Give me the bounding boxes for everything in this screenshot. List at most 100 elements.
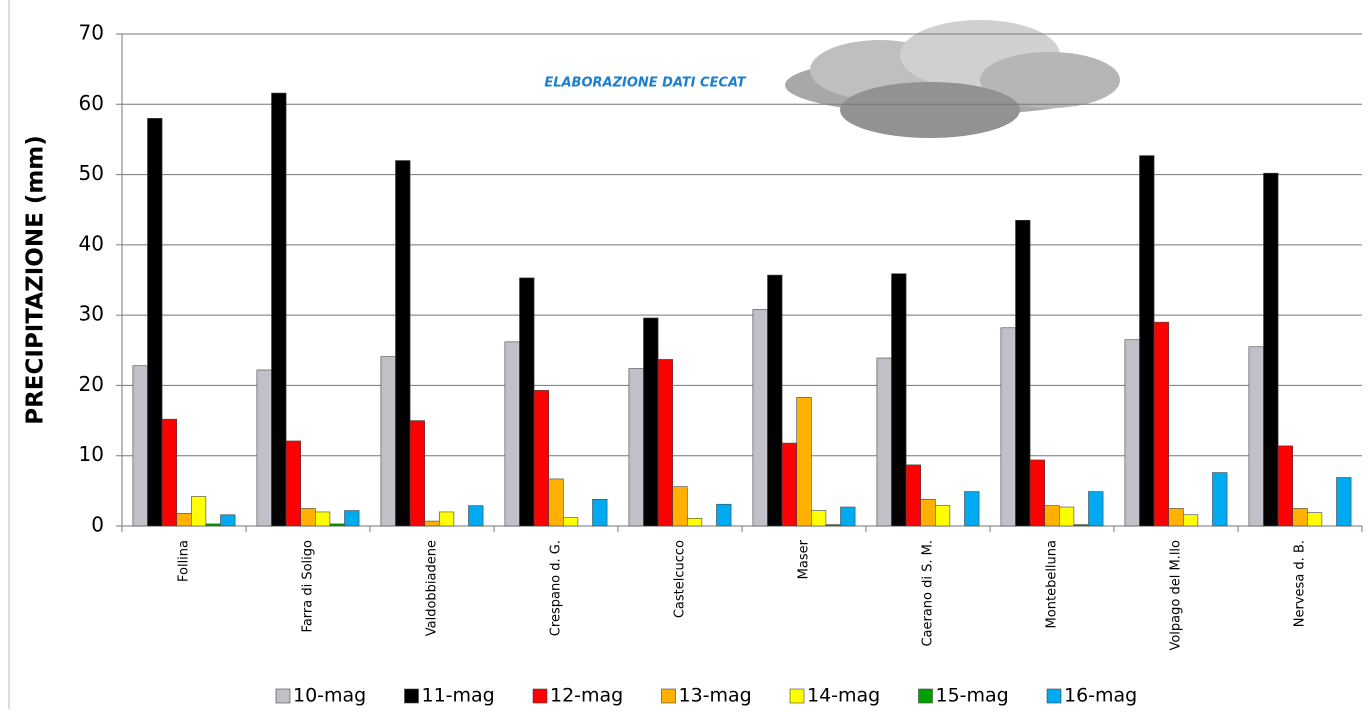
legend-label: 15-mag bbox=[936, 685, 1009, 707]
x-tick-label: Maser bbox=[797, 539, 812, 579]
bar bbox=[468, 505, 484, 527]
x-tick-label: Nervesa d. B. bbox=[1293, 540, 1308, 627]
bar bbox=[147, 118, 163, 527]
bar bbox=[344, 510, 360, 527]
bar bbox=[1263, 172, 1279, 527]
x-tick-label: Volpago del M.llo bbox=[1169, 540, 1184, 651]
bar bbox=[1307, 512, 1323, 527]
x-tick-label: Farra di Soligo bbox=[301, 540, 316, 632]
bar bbox=[1212, 472, 1228, 527]
y-tick-label: 70 bbox=[79, 21, 104, 45]
x-tick-label: Valdobbiadene bbox=[425, 540, 440, 636]
y-tick-label: 20 bbox=[79, 372, 104, 396]
legend-swatch bbox=[532, 688, 548, 704]
bar bbox=[329, 523, 345, 527]
x-tick-label: Follina bbox=[177, 540, 192, 582]
bar bbox=[220, 514, 236, 527]
y-tick-label: 30 bbox=[79, 302, 104, 326]
x-tick-label: Castelcucco bbox=[673, 540, 688, 618]
bar bbox=[438, 511, 455, 527]
bar bbox=[643, 317, 659, 527]
y-tick-label: 10 bbox=[79, 442, 104, 466]
bar bbox=[409, 420, 426, 527]
bar bbox=[920, 498, 936, 527]
bar bbox=[840, 506, 856, 527]
bar bbox=[1153, 321, 1169, 527]
bar bbox=[767, 274, 783, 527]
bar bbox=[395, 160, 411, 527]
bar bbox=[891, 273, 907, 527]
bar bbox=[1015, 219, 1031, 527]
legend-label: 10-mag bbox=[293, 685, 366, 707]
bar bbox=[716, 503, 732, 527]
bar bbox=[672, 486, 688, 527]
bar bbox=[424, 520, 440, 527]
legend-label: 11-mag bbox=[422, 685, 495, 707]
bar bbox=[380, 356, 396, 527]
legend-swatch bbox=[918, 688, 933, 704]
cloud bbox=[785, 20, 1120, 138]
legend-swatch bbox=[1046, 688, 1062, 704]
annotation: ELABORAZIONE DATI CECAT bbox=[544, 76, 746, 91]
legend-swatch bbox=[404, 688, 419, 704]
bar bbox=[796, 397, 812, 527]
bar bbox=[256, 369, 272, 527]
bar bbox=[1168, 508, 1184, 527]
bar bbox=[176, 513, 192, 527]
bar bbox=[1088, 491, 1104, 527]
bar bbox=[592, 498, 608, 527]
bar bbox=[562, 517, 579, 527]
bar bbox=[1183, 514, 1199, 527]
bar bbox=[300, 508, 316, 527]
bar bbox=[825, 524, 841, 527]
y-tick-label: 40 bbox=[79, 231, 104, 255]
bar bbox=[810, 510, 827, 527]
bar bbox=[1248, 346, 1264, 527]
legend-label: 13-mag bbox=[679, 685, 752, 707]
x-tick-label: Caerano di S. M. bbox=[921, 540, 936, 647]
bar bbox=[132, 365, 148, 527]
bar bbox=[657, 359, 673, 527]
bar bbox=[876, 357, 892, 527]
bar bbox=[686, 517, 703, 527]
bar bbox=[1029, 459, 1045, 527]
bar bbox=[1139, 155, 1155, 527]
bar bbox=[271, 92, 287, 527]
bar bbox=[1073, 524, 1089, 527]
legend-label: 12-mag bbox=[550, 685, 623, 707]
y-tick-label: 50 bbox=[79, 161, 104, 185]
bar bbox=[1059, 506, 1075, 527]
bar bbox=[161, 418, 178, 527]
bar bbox=[964, 491, 980, 527]
bar bbox=[285, 440, 302, 527]
bar bbox=[1000, 327, 1016, 527]
bar bbox=[628, 368, 644, 527]
y-axis-label: PRECIPITAZIONE (mm) bbox=[23, 135, 49, 425]
legend-swatch bbox=[661, 688, 676, 704]
legend-swatch bbox=[789, 688, 805, 704]
legend-swatch bbox=[275, 688, 291, 704]
bar bbox=[504, 341, 520, 527]
bar bbox=[1277, 445, 1293, 527]
bar bbox=[191, 496, 207, 527]
legend-label: 16-mag bbox=[1064, 685, 1137, 707]
bar bbox=[752, 309, 768, 527]
y-tick-label: 0 bbox=[91, 513, 104, 537]
bar bbox=[519, 277, 535, 527]
bar bbox=[781, 442, 797, 527]
legend-label: 14-mag bbox=[807, 685, 880, 707]
bar bbox=[934, 505, 951, 527]
y-tick-label: 60 bbox=[79, 91, 104, 115]
bar bbox=[548, 478, 564, 527]
bar bbox=[314, 511, 331, 527]
bar bbox=[205, 523, 221, 527]
x-tick-label: Montebelluna bbox=[1045, 540, 1060, 628]
bar bbox=[1336, 477, 1352, 527]
bar bbox=[1044, 505, 1060, 527]
x-tick-label: Crespano d. G. bbox=[549, 540, 564, 636]
bar bbox=[1124, 339, 1140, 527]
bar bbox=[1292, 508, 1308, 527]
bar bbox=[905, 464, 921, 527]
bar bbox=[533, 390, 549, 527]
